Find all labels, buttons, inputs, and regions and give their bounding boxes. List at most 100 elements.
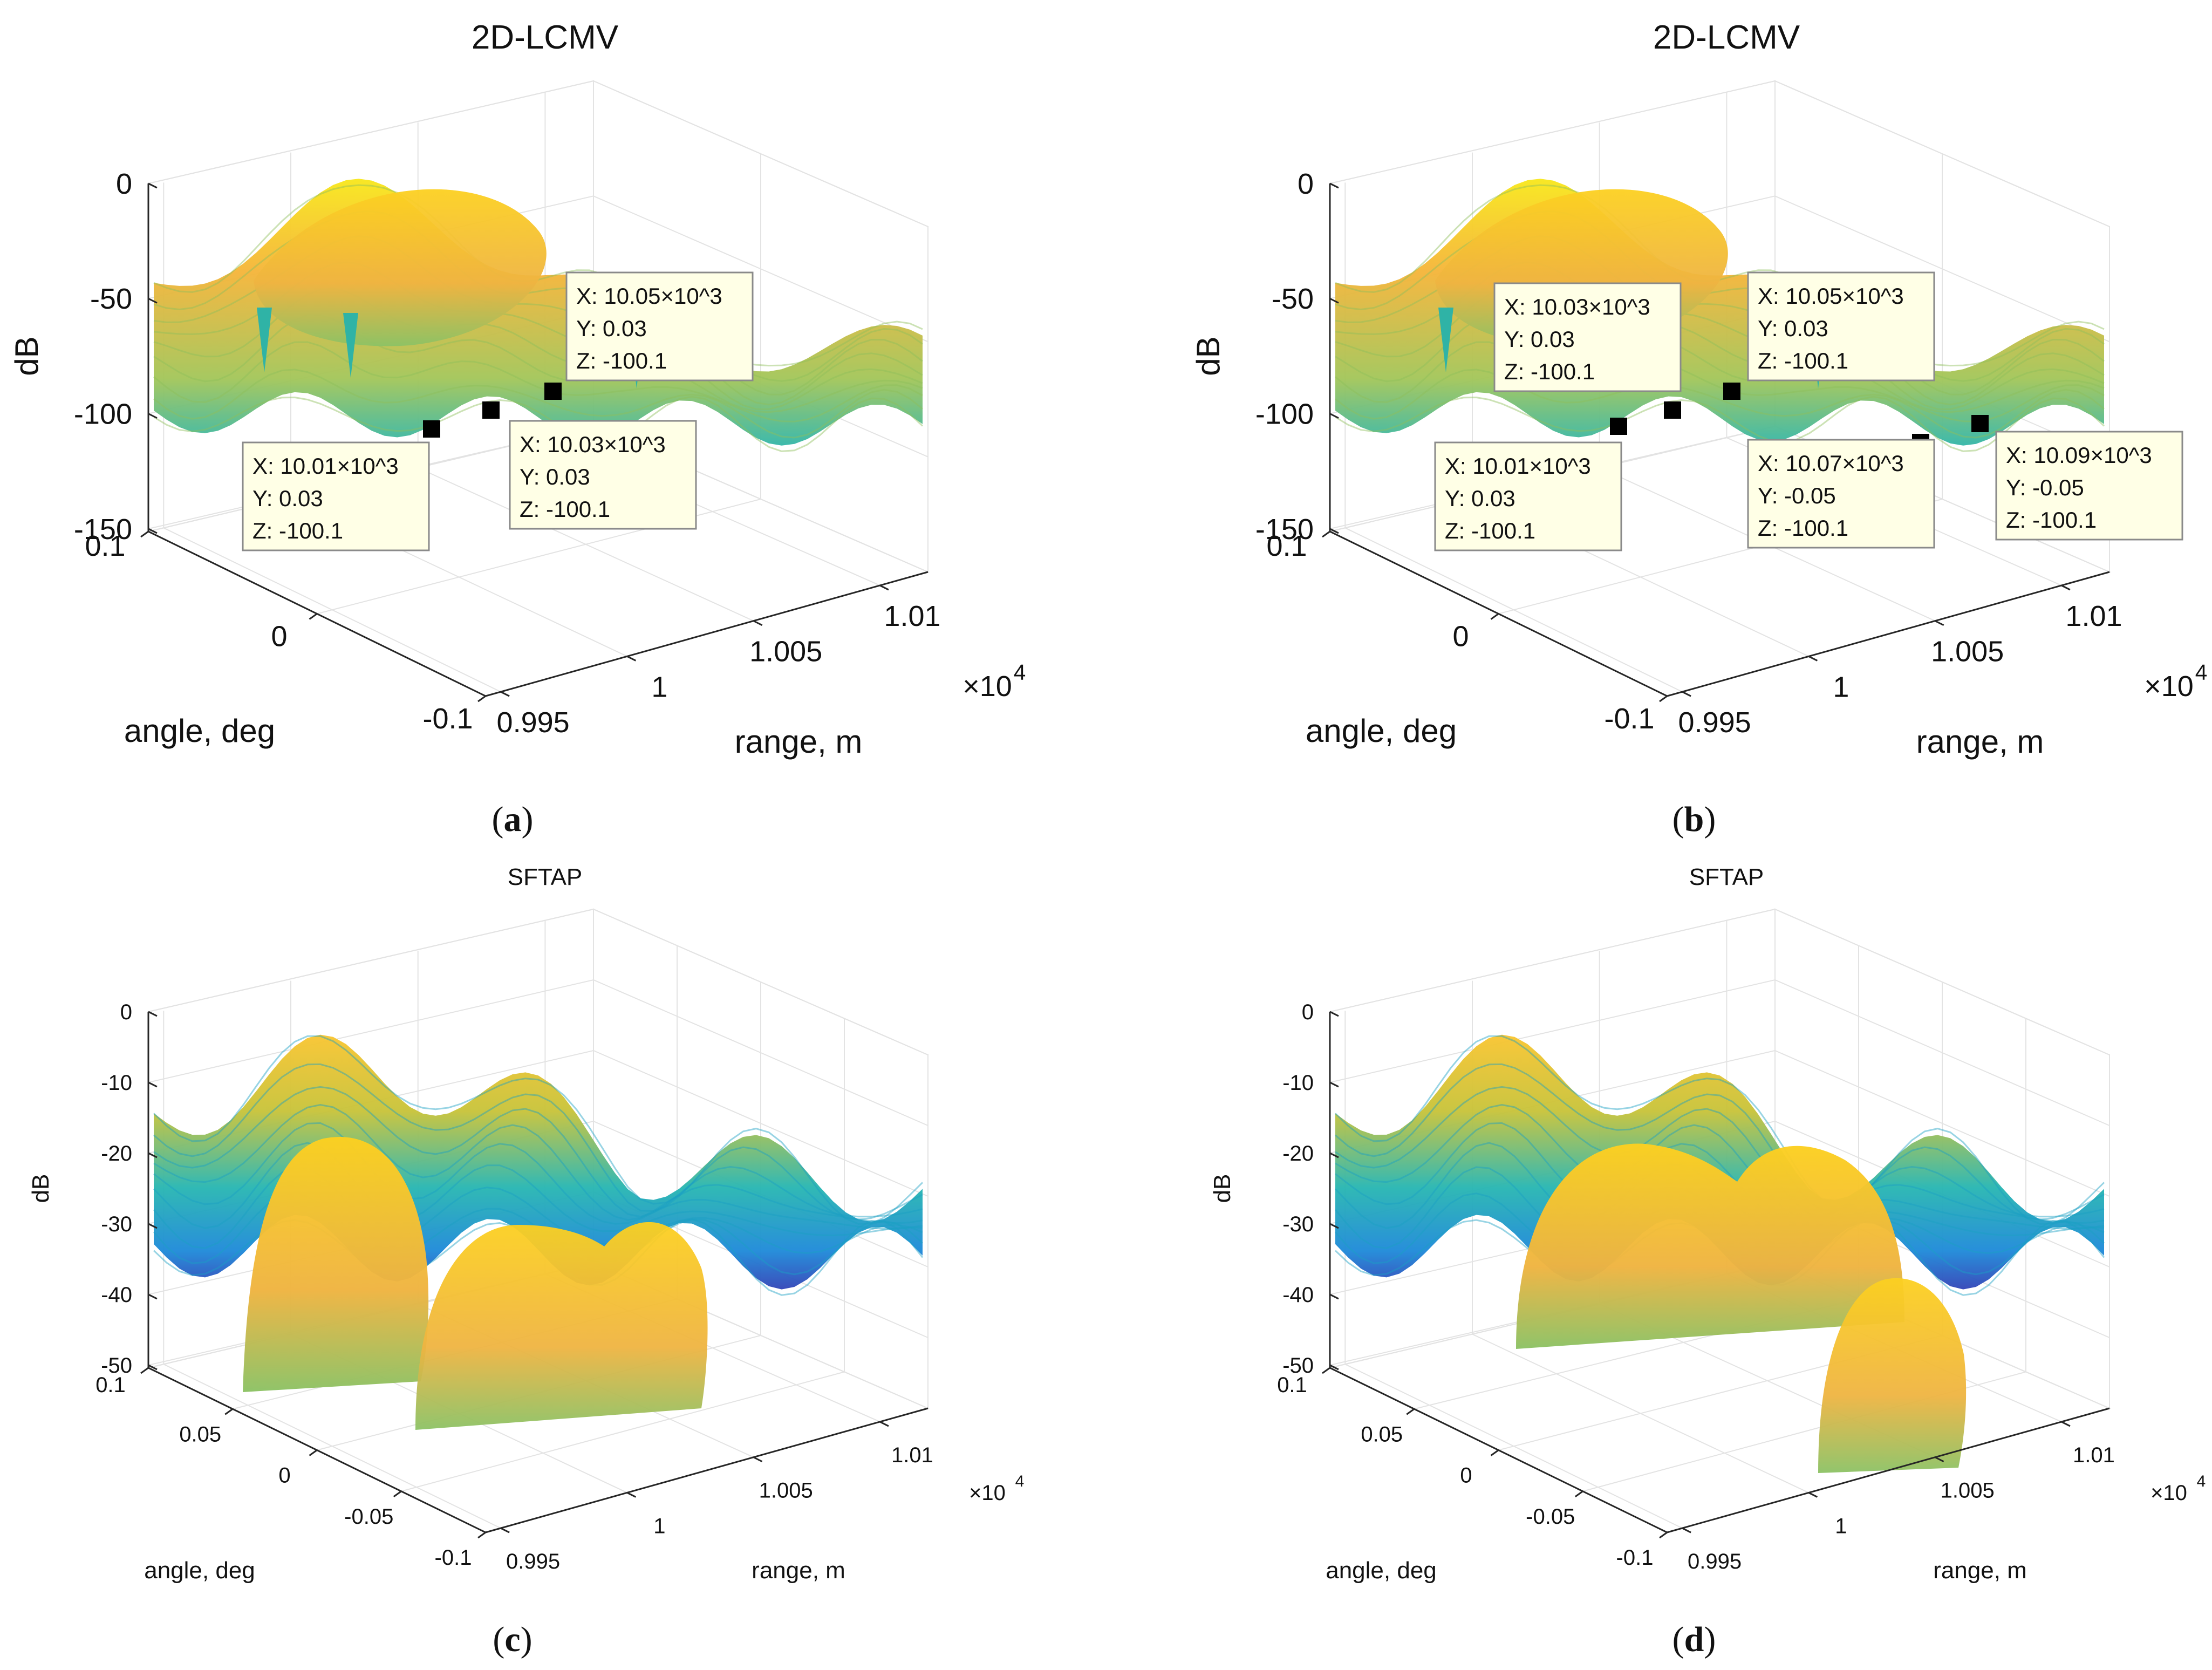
x-axis-label: range, m (752, 1557, 845, 1584)
z-tick-mark (148, 297, 158, 304)
x-exponent-base: ×10 (2144, 670, 2194, 703)
z-tick-mark (148, 182, 158, 189)
datatip-box[interactable] (242, 441, 430, 551)
chart-title: 2D-LCMV (472, 19, 619, 56)
z-tick-label: -150 (74, 513, 132, 546)
x-tick-label: 1.005 (759, 1479, 813, 1503)
caption-letter: b (1684, 800, 1704, 839)
axes-lines (1322, 1011, 2110, 1539)
y-tick-label: -0.05 (344, 1505, 393, 1529)
z-tick-mark (148, 1223, 158, 1229)
z-tick-label: -20 (1282, 1142, 1314, 1165)
datatip-marker[interactable] (1610, 418, 1627, 435)
z-tick-label: -30 (1282, 1212, 1314, 1236)
surface-ridge (153, 1142, 923, 1237)
datatip[interactable]: X: 10.01×10^3 Y: 0.03 Z: -100.1 (242, 420, 440, 551)
z-tick-label: -50 (1272, 283, 1314, 315)
x-tick-label: 1 (651, 671, 667, 703)
z-tick-mark (148, 1293, 158, 1300)
datatip-marker[interactable] (482, 401, 500, 419)
surface-null-spike (257, 308, 272, 372)
z-tick-mark (1329, 1364, 1339, 1371)
datatip[interactable]: X: 10.07×10^3 Y: -0.05 Z: -100.1 (1747, 434, 1935, 549)
y-tick-label: -0.1 (422, 703, 473, 735)
x-tick-label: 0.995 (1688, 1550, 1742, 1573)
x-tick-mark (1935, 1456, 1944, 1463)
surface-ridge (1335, 1103, 2105, 1224)
y-tick-mark (1574, 1490, 1583, 1497)
y-tick-mark (393, 1490, 402, 1497)
panel-caption: (a) (492, 800, 534, 839)
x-tick-label: 0.995 (506, 1550, 560, 1573)
datatip-box[interactable] (1747, 439, 1935, 549)
datatip-marker[interactable] (1971, 415, 1989, 432)
z-tick-mark (148, 1364, 158, 1371)
z-tick-label: -100 (74, 398, 132, 431)
surface-ridge (1335, 1063, 2105, 1221)
datatip-z: Z: -100.1 (1504, 359, 1595, 384)
datatip-z: Z: -100.1 (1758, 515, 1848, 541)
datatip-y: Y: -0.05 (1758, 483, 1836, 508)
datatip-box[interactable] (1434, 441, 1622, 551)
surface-ridge (1335, 396, 2105, 452)
x-tick-label: 1 (1833, 671, 1849, 703)
datatip-box[interactable] (1747, 271, 1935, 381)
surface-ridge (153, 341, 923, 422)
x-tick-label: 1 (653, 1514, 665, 1538)
y-tick-mark (1322, 1367, 1330, 1374)
z-tick-mark (1329, 1223, 1339, 1229)
z-axis-label: dB (9, 336, 45, 376)
datatip-x: X: 10.03×10^3 (1504, 294, 1650, 319)
x-tick-mark (500, 691, 510, 697)
z-tick-label: -10 (101, 1071, 132, 1095)
y-tick-label: 0 (271, 621, 287, 653)
datatip-box[interactable] (1493, 282, 1682, 392)
z-tick-mark (148, 1152, 158, 1158)
z-axis-label: dB (1190, 336, 1226, 376)
surface-null-spike (1438, 308, 1453, 372)
z-tick-mark (1329, 1293, 1339, 1300)
y-tick-mark (1322, 530, 1330, 538)
datatip[interactable]: X: 10.01×10^3 Y: 0.03 Z: -100.1 (1434, 418, 1627, 551)
z-tick-mark (1329, 297, 1339, 304)
z-tick-label: -50 (1282, 1354, 1314, 1378)
datatip-box[interactable] (565, 271, 754, 381)
x-tick-mark (1808, 1492, 1818, 1498)
surface (153, 1034, 924, 1430)
datatip[interactable]: X: 10.05×10^3 Y: 0.03 Z: -100.1 (544, 271, 754, 400)
z-tick-mark (1329, 528, 1339, 534)
datatip-z: Z: -100.1 (2006, 507, 2097, 533)
datatip-marker[interactable] (1664, 401, 1681, 419)
x-exponent-power: 4 (1014, 660, 1026, 685)
surface-ridge (153, 1035, 924, 1225)
z-tick-mark (148, 1011, 158, 1017)
x-exponent-base: ×10 (962, 670, 1012, 703)
datatip[interactable]: X: 10.09×10^3 Y: -0.05 Z: -100.1 (1971, 415, 2183, 541)
y-gridline (401, 1371, 845, 1492)
datatip[interactable]: X: 10.05×10^3 Y: 0.03 Z: -100.1 (1723, 271, 1935, 400)
surface-ridge (153, 314, 923, 413)
datatip[interactable]: X: 10.03×10^3 Y: 0.03 Z: -100.1 (482, 401, 697, 530)
datatip-box[interactable] (1995, 431, 2183, 541)
x-axis-line (1667, 571, 2110, 697)
datatip-marker[interactable] (423, 420, 440, 438)
x-tick-label: 1.01 (2065, 600, 2122, 632)
datatip[interactable]: X: 10.03×10^3 Y: 0.03 Z: -100.1 (1493, 282, 1682, 419)
surface-ridge (153, 396, 924, 452)
datatip-marker[interactable] (1723, 383, 1740, 400)
axes-lines (140, 182, 929, 703)
z-tick-mark (1329, 1081, 1339, 1088)
z-tick-label: -50 (101, 1354, 132, 1378)
x-tick-mark (1808, 656, 1818, 662)
datatip-y: Y: 0.03 (1758, 316, 1828, 341)
x-tick-label: 1.01 (884, 600, 940, 632)
y-axis-label: angle, deg (124, 713, 275, 749)
x-tick-label: 1.01 (891, 1443, 933, 1467)
datatip-marker[interactable] (544, 383, 562, 400)
datatip-box[interactable] (509, 420, 697, 530)
surface-ridge (153, 1122, 923, 1230)
datatip-z: Z: -100.1 (252, 518, 343, 543)
y-tick-label: -0.1 (1604, 703, 1654, 735)
z-tick-label: -30 (101, 1212, 132, 1236)
z-tick-label: -40 (101, 1283, 132, 1307)
